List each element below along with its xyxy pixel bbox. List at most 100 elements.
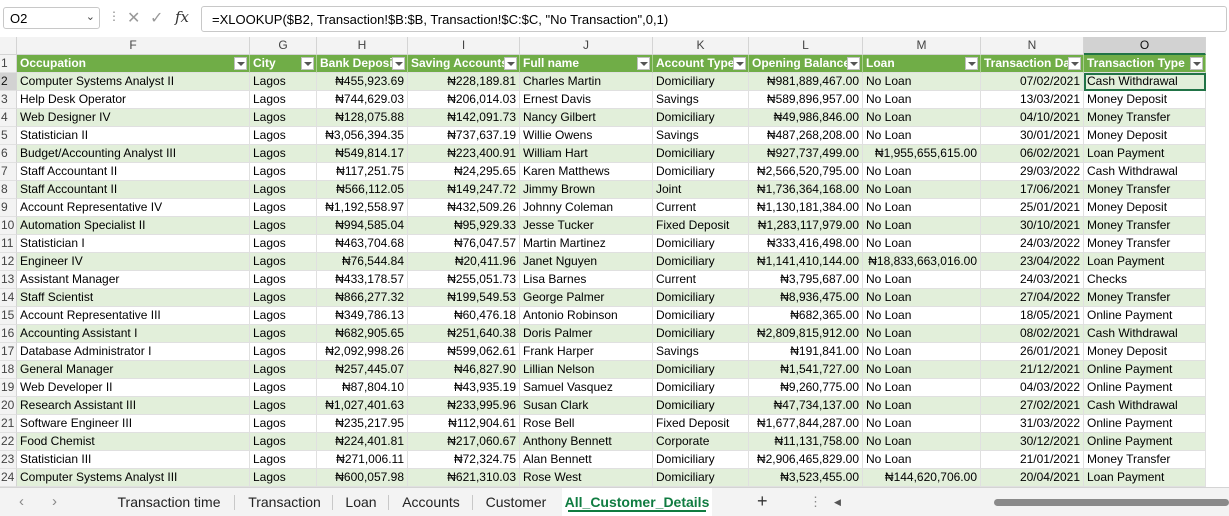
- name-box[interactable]: O2 ⌄: [3, 7, 100, 29]
- table-cell[interactable]: ₦87,804.10: [317, 379, 408, 397]
- table-cell[interactable]: Money Deposit: [1084, 127, 1206, 145]
- table-cell[interactable]: Johnny Coleman: [520, 199, 653, 217]
- table-header-cell[interactable]: Transaction Type: [1084, 55, 1206, 73]
- row-header[interactable]: 1: [0, 55, 17, 73]
- row-header[interactable]: 2: [0, 73, 17, 91]
- table-cell[interactable]: No Loan: [863, 451, 981, 469]
- table-cell[interactable]: ₦1,541,727.00: [749, 361, 863, 379]
- table-cell[interactable]: 24/03/2022: [981, 235, 1084, 253]
- table-cell[interactable]: No Loan: [863, 199, 981, 217]
- table-cell[interactable]: 27/02/2021: [981, 397, 1084, 415]
- table-cell[interactable]: No Loan: [863, 235, 981, 253]
- table-cell[interactable]: 17/06/2021: [981, 181, 1084, 199]
- table-cell[interactable]: ₦8,936,475.00: [749, 289, 863, 307]
- table-cell[interactable]: Money Transfer: [1084, 217, 1206, 235]
- table-cell[interactable]: Fixed Deposit: [653, 415, 749, 433]
- table-cell[interactable]: ₦1,283,117,979.00: [749, 217, 863, 235]
- table-cell[interactable]: Help Desk Operator: [17, 91, 250, 109]
- table-cell[interactable]: Lagos: [250, 127, 317, 145]
- table-cell[interactable]: Lagos: [250, 145, 317, 163]
- table-cell[interactable]: ₦432,509.26: [408, 199, 520, 217]
- row-header[interactable]: 12: [0, 253, 17, 271]
- horizontal-scrollbar[interactable]: ◀: [834, 497, 1229, 507]
- table-cell[interactable]: ₦20,411.96: [408, 253, 520, 271]
- table-cell[interactable]: Anthony Bennett: [520, 433, 653, 451]
- table-cell[interactable]: Lagos: [250, 253, 317, 271]
- sheet-tab[interactable]: Loan: [334, 488, 388, 516]
- table-cell[interactable]: Research Assistant III: [17, 397, 250, 415]
- table-cell[interactable]: Joint: [653, 181, 749, 199]
- table-cell[interactable]: Frank Harper: [520, 343, 653, 361]
- table-cell[interactable]: Food Chemist: [17, 433, 250, 451]
- table-cell[interactable]: 29/03/2022: [981, 163, 1084, 181]
- table-cell[interactable]: No Loan: [863, 415, 981, 433]
- chevron-down-icon[interactable]: ⌄: [85, 11, 95, 23]
- table-cell[interactable]: ₦95,929.33: [408, 217, 520, 235]
- chevron-right-icon[interactable]: ›: [52, 493, 57, 510]
- row-header[interactable]: 5: [0, 127, 17, 145]
- table-cell[interactable]: Software Engineer III: [17, 415, 250, 433]
- table-cell[interactable]: ₦463,704.68: [317, 235, 408, 253]
- select-all-corner[interactable]: [0, 37, 17, 55]
- table-cell[interactable]: Savings: [653, 91, 749, 109]
- table-cell[interactable]: Money Transfer: [1084, 289, 1206, 307]
- table-cell[interactable]: ₦455,923.69: [317, 73, 408, 91]
- row-header[interactable]: 6: [0, 145, 17, 163]
- table-cell[interactable]: ₦18,833,663,016.00: [863, 253, 981, 271]
- spreadsheet-grid[interactable]: F G H I J K L M N O 1 Occupation City Bank Deposit Sav…: [0, 37, 1229, 487]
- table-cell[interactable]: ₦9,260,775.00: [749, 379, 863, 397]
- table-cell[interactable]: General Manager: [17, 361, 250, 379]
- table-cell[interactable]: ₦433,178.57: [317, 271, 408, 289]
- table-cell[interactable]: Domiciliary: [653, 325, 749, 343]
- table-cell[interactable]: Lagos: [250, 109, 317, 127]
- table-cell[interactable]: Willie Owens: [520, 127, 653, 145]
- table-cell[interactable]: ₦11,131,758.00: [749, 433, 863, 451]
- table-header-cell[interactable]: Account Type: [653, 55, 749, 73]
- row-header[interactable]: 23: [0, 451, 17, 469]
- table-cell[interactable]: Database Administrator I: [17, 343, 250, 361]
- table-cell[interactable]: ₦981,889,467.00: [749, 73, 863, 91]
- table-cell[interactable]: Domiciliary: [653, 397, 749, 415]
- table-cell[interactable]: Money Transfer: [1084, 181, 1206, 199]
- table-cell[interactable]: Account Representative IV: [17, 199, 250, 217]
- row-header[interactable]: 13: [0, 271, 17, 289]
- table-cell[interactable]: ₦682,365.00: [749, 307, 863, 325]
- scrollbar-thumb[interactable]: [994, 499, 1229, 506]
- table-cell[interactable]: Domiciliary: [653, 451, 749, 469]
- table-cell[interactable]: ₦228,189.81: [408, 73, 520, 91]
- table-header-cell[interactable]: Full name: [520, 55, 653, 73]
- table-cell[interactable]: ₦2,906,465,829.00: [749, 451, 863, 469]
- table-cell[interactable]: Web Designer IV: [17, 109, 250, 127]
- table-cell[interactable]: Domiciliary: [653, 109, 749, 127]
- table-cell[interactable]: ₦599,062.61: [408, 343, 520, 361]
- column-header-o[interactable]: O: [1084, 37, 1206, 55]
- table-cell[interactable]: No Loan: [863, 181, 981, 199]
- table-cell[interactable]: ₦60,476.18: [408, 307, 520, 325]
- table-cell[interactable]: No Loan: [863, 163, 981, 181]
- row-header[interactable]: 18: [0, 361, 17, 379]
- table-cell[interactable]: ₦549,814.17: [317, 145, 408, 163]
- table-cell[interactable]: Lagos: [250, 469, 317, 487]
- table-cell[interactable]: Web Developer II: [17, 379, 250, 397]
- table-cell[interactable]: Lagos: [250, 91, 317, 109]
- table-cell[interactable]: ₦1,141,410,144.00: [749, 253, 863, 271]
- table-cell[interactable]: Computer Systems Analyst II: [17, 73, 250, 91]
- row-header[interactable]: 20: [0, 397, 17, 415]
- table-header-cell[interactable]: Saving Accounts: [408, 55, 520, 73]
- table-cell[interactable]: Money Deposit: [1084, 91, 1206, 109]
- table-cell[interactable]: Loan Payment: [1084, 145, 1206, 163]
- table-cell[interactable]: ₦223,400.91: [408, 145, 520, 163]
- table-cell[interactable]: Lagos: [250, 307, 317, 325]
- table-cell[interactable]: 07/02/2021: [981, 73, 1084, 91]
- table-cell[interactable]: Domiciliary: [653, 163, 749, 181]
- scroll-left-icon[interactable]: ◀: [834, 497, 841, 507]
- table-cell[interactable]: Automation Specialist II: [17, 217, 250, 235]
- table-cell[interactable]: ₦149,247.72: [408, 181, 520, 199]
- table-header-cell[interactable]: Occupation: [17, 55, 250, 73]
- table-cell[interactable]: Loan Payment: [1084, 469, 1206, 487]
- table-cell[interactable]: Lagos: [250, 343, 317, 361]
- table-cell[interactable]: Antonio Robinson: [520, 307, 653, 325]
- table-cell[interactable]: ₦866,277.32: [317, 289, 408, 307]
- table-cell[interactable]: ₦217,060.67: [408, 433, 520, 451]
- table-cell[interactable]: Susan Clark: [520, 397, 653, 415]
